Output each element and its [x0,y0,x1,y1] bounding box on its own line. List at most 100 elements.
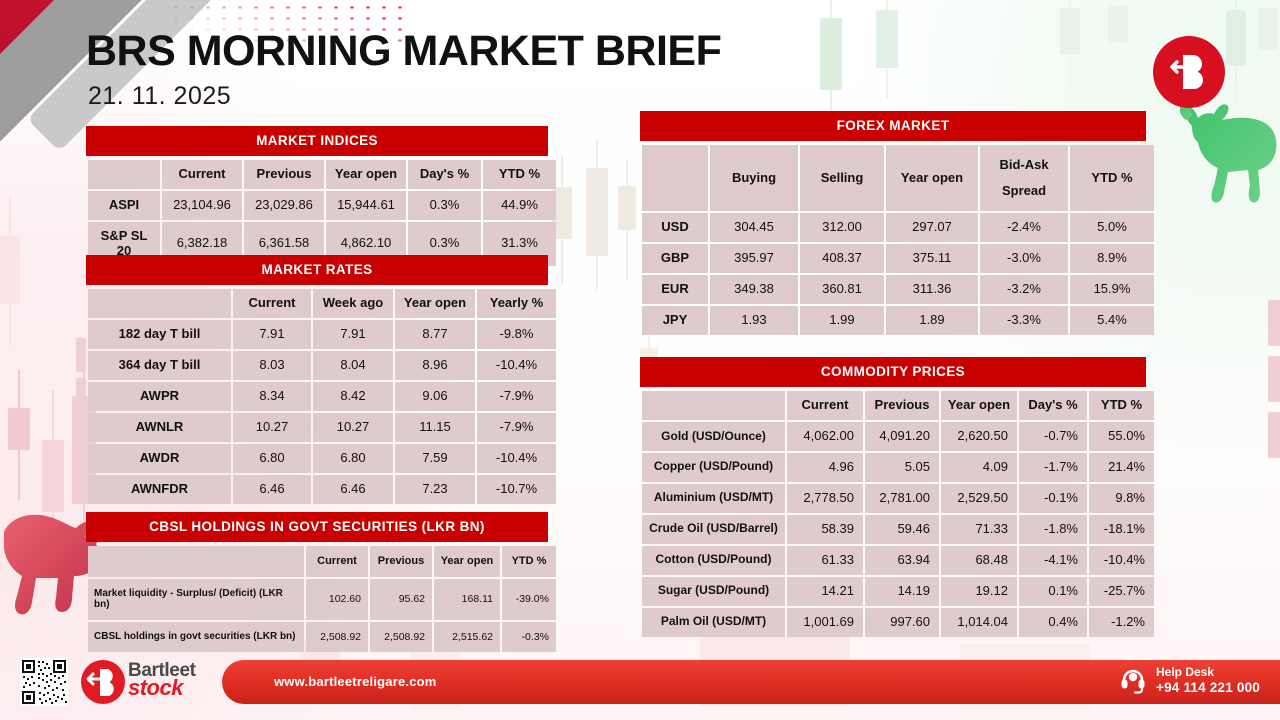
cell: -39.0% [502,578,556,620]
row-label: ASPI [88,190,160,220]
forex-market-caption: FOREX MARKET [640,111,1146,141]
row-label: Cotton (USD/Pound) [642,545,785,575]
col-selling: Selling [800,145,884,211]
col-days-pct: Day's % [408,160,481,189]
cell: 2,508.92 [306,621,368,652]
cell: 9.06 [395,381,475,411]
cell: 95.62 [370,578,432,620]
cell: 5.4% [1070,305,1154,335]
forex-market-panel: FOREX MARKET Buying Selling Year open Bi… [640,111,1154,337]
bull-silhouette [1179,103,1277,203]
cell: 312.00 [800,213,884,242]
left-edge-stripe-4 [76,458,86,492]
cbsl-holdings-panel: CBSL HOLDINGS IN GOVT SECURITIES (LKR BN… [86,512,556,654]
cell: 168.11 [434,578,500,620]
forex-market-table: Buying Selling Year open Bid-Ask Spread … [640,143,1156,337]
market-rates-caption: MARKET RATES [86,255,548,285]
cell: 0.3% [408,190,481,220]
brand-name: Bartleet [128,660,196,681]
cell: 8.9% [1070,243,1154,273]
col-previous: Previous [244,160,324,189]
cell: 14.19 [865,576,939,606]
cell: 23,104.96 [162,190,242,220]
col-blank [642,391,785,420]
cell: 8.77 [395,319,475,349]
cell: -25.7% [1089,576,1154,606]
cell: 8.96 [395,350,475,380]
cell: -10.4% [477,350,556,380]
row-label: JPY [642,305,708,335]
col-days-pct: Day's % [1019,391,1087,420]
cell: 6.80 [313,443,393,473]
row-label: CBSL holdings in govt securities (LKR bn… [88,621,304,652]
candlestick-center-3 [618,160,636,280]
cell: 1.99 [800,305,884,335]
cell: 7.59 [395,443,475,473]
cell: 8.04 [313,350,393,380]
cell: 11.15 [395,412,475,442]
page-date: 21. 11. 2025 [88,82,232,110]
candlestick-right-green-6 [1258,0,1278,80]
help-desk[interactable]: Help Desk +94 114 221 000 [1118,665,1260,695]
cell: 6.46 [233,474,311,504]
table-row: Copper (USD/Pound) 4.96 5.05 4.09 -1.7% 21.4% [642,452,1154,482]
col-ytd-pct: YTD % [1089,391,1154,420]
cell: 10.27 [313,412,393,442]
cell: 7.91 [233,319,311,349]
col-blank [88,546,304,577]
table-row: AWDR 6.80 6.80 7.59 -10.4% [88,443,556,473]
col-current: Current [233,289,311,318]
table-row: 182 day T bill 7.91 7.91 8.77 -9.8% [88,319,556,349]
col-ytd-pct: YTD % [483,160,556,189]
cell: 1.93 [710,305,798,335]
table-row: AWNFDR 6.46 6.46 7.23 -10.7% [88,474,556,504]
col-current: Current [787,391,863,420]
cell: -7.9% [477,412,556,442]
market-indices-table: Current Previous Year open Day's % YTD %… [86,158,558,268]
table-row: 364 day T bill 8.03 8.04 8.96 -10.4% [88,350,556,380]
table-row: Cotton (USD/Pound) 61.33 63.94 68.48 -4.1% -1… [642,545,1154,575]
row-label: Copper (USD/Pound) [642,452,785,482]
cell: -7.9% [477,381,556,411]
cell: 349.38 [710,274,798,304]
market-indices-panel: MARKET INDICES Current Previous Year ope… [86,126,556,268]
cell: -10.7% [477,474,556,504]
footer-band [222,660,1280,704]
candlestick-left-4 [0,196,20,346]
left-edge-stripe-3 [76,418,86,452]
cell: -2.4% [980,213,1068,242]
cell: 21.4% [1089,452,1154,482]
col-year-open: Year open [886,145,978,211]
cell: -3.2% [980,274,1068,304]
footer-website-link[interactable]: www.bartleetreligare.com [274,674,437,689]
cell: 2,778.50 [787,483,863,513]
table-header-row: Buying Selling Year open Bid-Ask Spread … [642,145,1154,211]
cell: -0.1% [1019,483,1087,513]
cell: 2,508.92 [370,621,432,652]
bartleet-brand-text: Bartleet stock [128,660,196,700]
table-row: JPY 1.93 1.99 1.89 -3.3% 5.4% [642,305,1154,335]
cell: -4.1% [1019,545,1087,575]
cell: 19.12 [941,576,1017,606]
brand-subname: stock [128,675,183,700]
cell: 55.0% [1089,421,1154,451]
edge-stripe-1 [1268,300,1280,346]
col-bid-ask-spread: Bid-Ask Spread [980,145,1068,211]
qr-code[interactable] [20,658,68,706]
col-year-open: Year open [395,289,475,318]
help-desk-label: Help Desk [1156,665,1215,679]
row-label: Gold (USD/Ounce) [642,421,785,451]
col-previous: Previous [865,391,939,420]
left-edge-stripe-1 [76,338,86,372]
cell: 71.33 [941,514,1017,544]
cell: -9.8% [477,319,556,349]
page-title: BRS MORNING MARKET BRIEF [86,27,722,75]
cell: 375.11 [886,243,978,273]
cell: 2,620.50 [941,421,1017,451]
row-label: AWNLR [88,412,231,442]
cell: 4,091.20 [865,421,939,451]
row-label: Palm Oil (USD/MT) [642,607,785,637]
col-blank [642,145,708,211]
col-buying: Buying [710,145,798,211]
col-yearly-pct: Yearly % [477,289,556,318]
